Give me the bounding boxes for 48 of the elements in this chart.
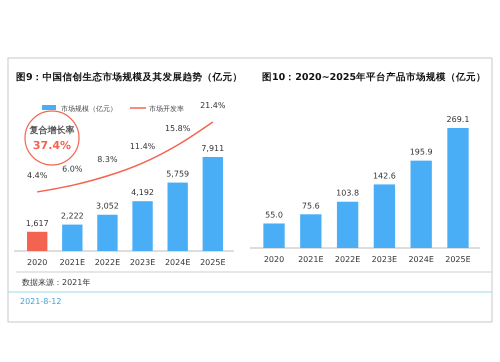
data-label: 21.4% [200, 101, 226, 110]
bar [132, 201, 153, 251]
data-label: 55.0 [265, 210, 283, 220]
data-label: 2,222 [60, 212, 84, 221]
x-tick-label: 2024E [408, 255, 434, 264]
bar [27, 232, 48, 251]
chart-title: 图9：中国信创生态市场规模及其发展趋势（亿元） [16, 71, 243, 83]
data-label: 103.8 [336, 188, 360, 198]
bar [410, 160, 432, 248]
data-label: 1,617 [26, 218, 49, 228]
data-label: 15.8% [164, 124, 191, 134]
data-label: 8.3% [97, 154, 118, 164]
data-label: 6.0% [62, 164, 83, 174]
x-tick-label: 2025E [445, 255, 471, 264]
bar [336, 202, 358, 248]
bar [447, 128, 469, 248]
data-label: 4.4% [27, 170, 48, 180]
data-label: 11.4% [130, 142, 156, 152]
data-label: 75.6 [302, 201, 320, 210]
bar [202, 157, 223, 251]
x-tick-label: 2023E [130, 258, 156, 267]
data-label: 3,052 [96, 202, 119, 211]
x-tick-label: 2020 [264, 255, 284, 264]
x-tick-label: 2025E [200, 258, 226, 267]
x-tick-label: 2021E [60, 258, 86, 267]
data-label: 4,192 [131, 188, 154, 198]
x-tick-label: 2021E [298, 255, 324, 264]
bar [167, 182, 188, 251]
source-note: 数据来源：2021年 [22, 278, 90, 287]
x-tick-label: 2022E [94, 258, 120, 267]
data-label: 142.6 [372, 171, 396, 180]
x-tick-label: 2024E [164, 258, 190, 267]
data-label: 195.9 [410, 148, 433, 157]
text: 2021-8-12 [20, 297, 62, 306]
bar [62, 224, 83, 251]
data-label: 5,759 [166, 170, 190, 179]
data-label: 7,911 [201, 144, 224, 153]
text: 37.4% [32, 139, 72, 152]
bar [300, 214, 322, 248]
data-label: 269.1 [446, 115, 470, 124]
x-tick-label: 2023E [372, 255, 398, 264]
bar [374, 184, 396, 248]
bar [97, 214, 118, 251]
chart-title: 图10：2020~2025年平台产品市场规模（亿元） [262, 71, 486, 83]
text: 复合增长率 [28, 125, 74, 136]
x-tick-label: 2022E [334, 255, 360, 264]
bar [263, 223, 285, 248]
x-tick-label: 2020 [27, 258, 48, 267]
